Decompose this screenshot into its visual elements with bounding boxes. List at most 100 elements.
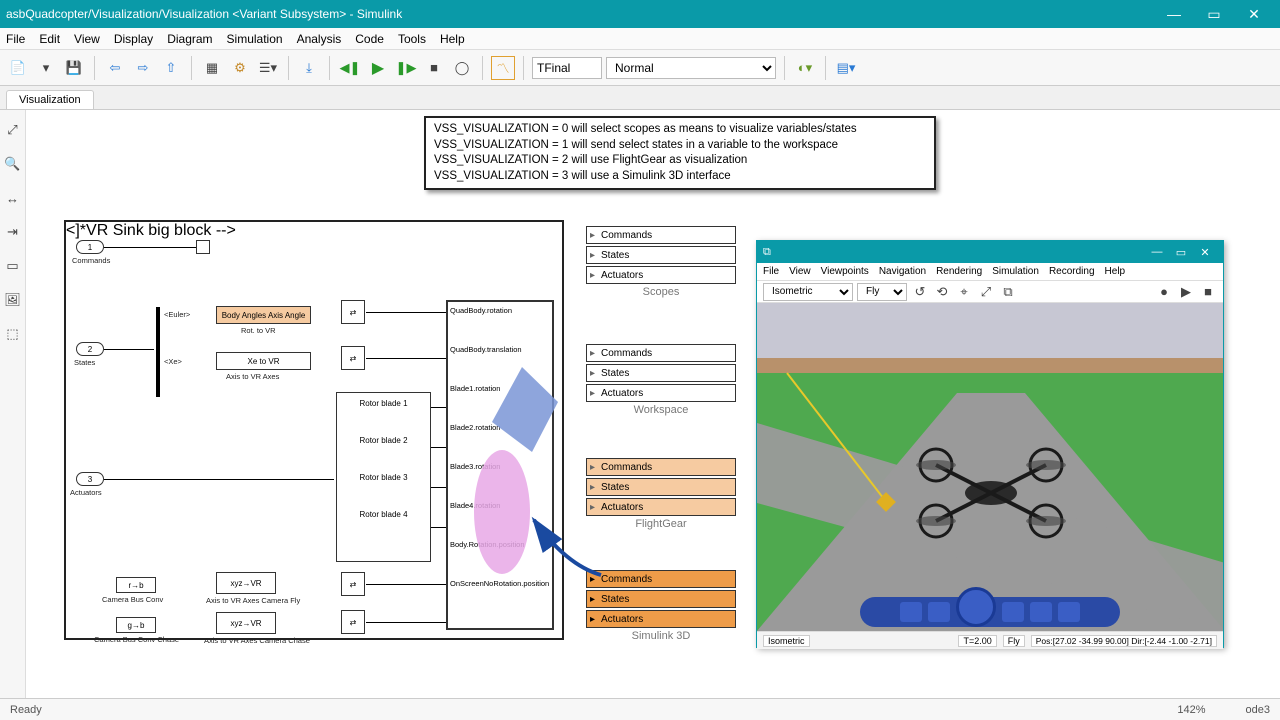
variant-simulink3d[interactable]: Commands States Actuators Simulink 3D — [586, 570, 736, 642]
menu-simulation[interactable]: Simulation — [227, 32, 283, 46]
variant-port[interactable]: Commands — [586, 226, 736, 244]
palette-zoom-icon[interactable]: 🔍 — [1, 152, 25, 176]
stop-button[interactable]: ■ — [422, 56, 446, 80]
vr-tool-icon[interactable]: ⌖ — [955, 283, 973, 301]
up-button[interactable]: ⇧ — [159, 56, 183, 80]
vr-min-button[interactable]: — — [1145, 246, 1169, 258]
menu-code[interactable]: Code — [355, 32, 384, 46]
vr-menu-viewpoints[interactable]: Viewpoints — [821, 266, 869, 277]
palette-fit-icon[interactable]: ⤢ — [1, 118, 25, 142]
menu-edit[interactable]: Edit — [39, 32, 60, 46]
block-cam-rt2[interactable]: xyz→VR — [216, 612, 276, 634]
variant-workspace[interactable]: Commands States Actuators Workspace — [586, 344, 736, 416]
palette-image-icon[interactable]: 🖼 — [1, 288, 25, 312]
vr-menu-navigation[interactable]: Navigation — [879, 266, 926, 277]
variant-port[interactable]: States — [586, 364, 736, 382]
variant-port[interactable]: States — [586, 590, 736, 608]
menu-view[interactable]: View — [74, 32, 100, 46]
inport-states[interactable]: 2 — [76, 342, 104, 356]
vr-rec-icon[interactable]: ● — [1155, 283, 1173, 301]
close-button[interactable]: ✕ — [1234, 6, 1274, 23]
minimize-button[interactable]: — — [1154, 6, 1194, 22]
forward-button[interactable]: ⇨ — [131, 56, 155, 80]
library-browser-button[interactable]: ▦ — [200, 56, 224, 80]
palette-annotate-icon[interactable]: ▭ — [1, 254, 25, 278]
block-rt4[interactable]: ⇄ — [341, 610, 365, 634]
bus-selector[interactable] — [156, 307, 160, 397]
palette-area-icon[interactable]: ⬚ — [1, 322, 25, 346]
vr-nav-btn[interactable] — [1030, 602, 1052, 622]
vr-viewer-window[interactable]: ⧉ — ▭ ✕ File View Viewpoints Navigation … — [756, 240, 1224, 648]
tab-visualization[interactable]: Visualization — [6, 90, 94, 109]
vr-nav-btn[interactable] — [900, 602, 922, 622]
vr-play-icon[interactable]: ▶ — [1177, 283, 1195, 301]
variant-port[interactable]: Commands — [586, 344, 736, 362]
vr-nav-panel[interactable] — [860, 597, 1120, 627]
vr-tool-icon[interactable]: ⧉ — [999, 283, 1017, 301]
vr-nav-select[interactable]: Fly — [857, 283, 907, 301]
block-rotor-subsys[interactable]: Rotor blade 1 Rotor blade 2 Rotor blade … — [336, 392, 431, 562]
sim-data-button[interactable]: 〽 — [491, 56, 515, 80]
sim-mode-select[interactable]: Normal — [606, 57, 776, 79]
schedule-button[interactable]: ▤▾ — [834, 56, 858, 80]
block-rot-conv[interactable]: Body Angles Axis Angle — [216, 306, 311, 324]
open-button[interactable]: ▾ — [34, 56, 58, 80]
vr-3d-viewport[interactable] — [757, 303, 1223, 631]
block-rt1[interactable]: ⇄ — [341, 300, 365, 324]
vr-tool-icon[interactable]: ⤢ — [977, 283, 995, 301]
variant-port[interactable]: Commands — [586, 570, 736, 588]
variant-port[interactable]: Actuators — [586, 498, 736, 516]
vr-nav-btn[interactable] — [1002, 602, 1024, 622]
variant-port[interactable]: Commands — [586, 458, 736, 476]
step-forward-button[interactable]: ❚▶ — [394, 56, 418, 80]
vr-menu-recording[interactable]: Recording — [1049, 266, 1095, 277]
model-canvas[interactable]: VSS_VISUALIZATION = 0 will select scopes… — [26, 110, 1280, 698]
model-config-button[interactable]: ⚙ — [228, 56, 252, 80]
vr-menu-rendering[interactable]: Rendering — [936, 266, 982, 277]
block-rt2[interactable]: ⇄ — [341, 346, 365, 370]
save-button[interactable]: 💾 — [62, 56, 86, 80]
subsystem-diagram[interactable]: 1 Commands 2 States 3 Actuators <Euler> … — [64, 220, 564, 640]
palette-sample-icon[interactable]: ⇥ — [1, 220, 25, 244]
build-button[interactable]: ⤓ — [297, 56, 321, 80]
vr-menu-file[interactable]: File — [763, 266, 779, 277]
terminator[interactable] — [196, 240, 210, 254]
menu-help[interactable]: Help — [440, 32, 465, 46]
block-cam-rt1[interactable]: xyz→VR — [216, 572, 276, 594]
menu-analysis[interactable]: Analysis — [297, 32, 342, 46]
block-cam1[interactable]: r→b — [116, 577, 156, 593]
maximize-button[interactable]: ▭ — [1194, 6, 1234, 23]
menu-display[interactable]: Display — [114, 32, 153, 46]
variant-port[interactable]: States — [586, 478, 736, 496]
variant-flightgear[interactable]: Commands States Actuators FlightGear — [586, 458, 736, 530]
menu-file[interactable]: File — [6, 32, 25, 46]
block-cam2[interactable]: g→b — [116, 617, 156, 633]
vr-nav-btn[interactable] — [1058, 602, 1080, 622]
vr-close-button[interactable]: ✕ — [1193, 246, 1217, 259]
variant-port[interactable]: Actuators — [586, 266, 736, 284]
vr-menu-view[interactable]: View — [789, 266, 811, 277]
stop-time-field[interactable] — [532, 57, 602, 79]
variant-port[interactable]: Actuators — [586, 610, 736, 628]
model-explorer-button[interactable]: ☰▾ — [256, 56, 280, 80]
vr-menu-simulation[interactable]: Simulation — [992, 266, 1039, 277]
vr-nav-btn[interactable] — [928, 602, 950, 622]
new-model-button[interactable]: 📄 — [6, 56, 30, 80]
inport-commands[interactable]: 1 — [76, 240, 104, 254]
vr-menu-help[interactable]: Help — [1105, 266, 1126, 277]
variant-scopes[interactable]: Commands States Actuators Scopes — [586, 226, 736, 298]
block-rt3[interactable]: ⇄ — [341, 572, 365, 596]
menu-diagram[interactable]: Diagram — [167, 32, 212, 46]
step-back-button[interactable]: ◀❚ — [338, 56, 362, 80]
vr-viewpoint-select[interactable]: Isometric — [763, 283, 853, 301]
back-button[interactable]: ⇦ — [103, 56, 127, 80]
block-xe-conv[interactable]: Xe to VR — [216, 352, 311, 370]
vr-tool-icon[interactable]: ↺ — [911, 283, 929, 301]
run-button[interactable]: ▶ — [366, 56, 390, 80]
variant-port[interactable]: States — [586, 246, 736, 264]
vr-nav-wheel[interactable] — [956, 587, 996, 627]
vr-max-button[interactable]: ▭ — [1169, 246, 1193, 259]
record-button[interactable]: ◯ — [450, 56, 474, 80]
palette-pan-icon[interactable]: ↔ — [1, 186, 25, 210]
inport-actuators[interactable]: 3 — [76, 472, 104, 486]
